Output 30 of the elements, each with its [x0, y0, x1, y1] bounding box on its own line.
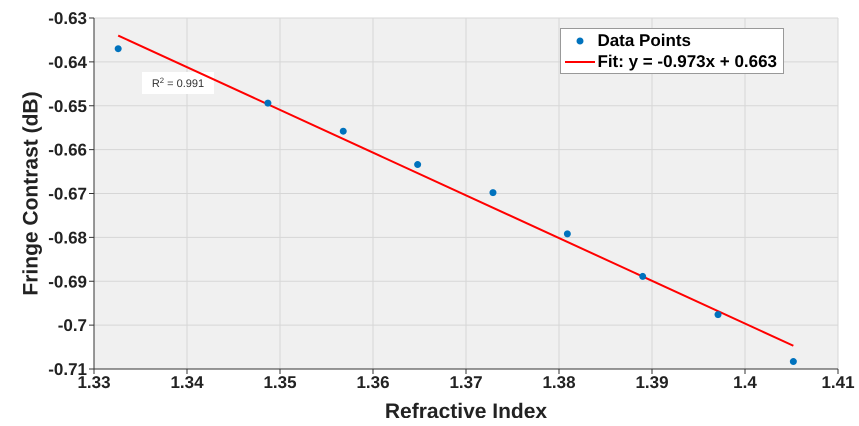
point [564, 230, 571, 238]
x-tick-label: 1.41 [821, 373, 855, 392]
y-tick-label: -0.68 [48, 228, 87, 248]
point [114, 45, 122, 52]
y-tick-label: -0.67 [48, 184, 87, 204]
legend-label: Fit: y = -0.973x + 0.663 [597, 52, 777, 72]
y-tick-label: -0.66 [48, 140, 87, 160]
x-tick-label: 1.36 [356, 373, 390, 392]
y-tick-label: -0.63 [48, 9, 87, 28]
point [414, 161, 422, 168]
point [489, 189, 496, 196]
y-tick-label: -0.69 [48, 272, 87, 292]
x-tick-label: 1.34 [170, 373, 204, 392]
point [340, 128, 347, 135]
point [264, 100, 272, 107]
y-tick-label: -0.64 [48, 52, 88, 72]
x-tick-label: 1.4 [733, 373, 758, 392]
legend-label: Data Points [597, 30, 691, 50]
y-axis-title: Fringe Contrast (dB) [19, 91, 42, 296]
x-axis-title: Refractive Index [384, 400, 548, 423]
point [714, 311, 722, 318]
x-tick-label: 1.35 [263, 373, 297, 392]
y-tick-label: -0.65 [48, 96, 87, 116]
x-tick-label: 1.37 [449, 373, 483, 392]
x-tick-label: 1.39 [635, 373, 669, 392]
y-tick-label: -0.7 [58, 316, 87, 336]
x-tick-label: 1.38 [542, 373, 576, 392]
annotation: R$^{2}$ = 0.991 [152, 76, 204, 90]
point [639, 272, 646, 280]
point [790, 358, 797, 366]
